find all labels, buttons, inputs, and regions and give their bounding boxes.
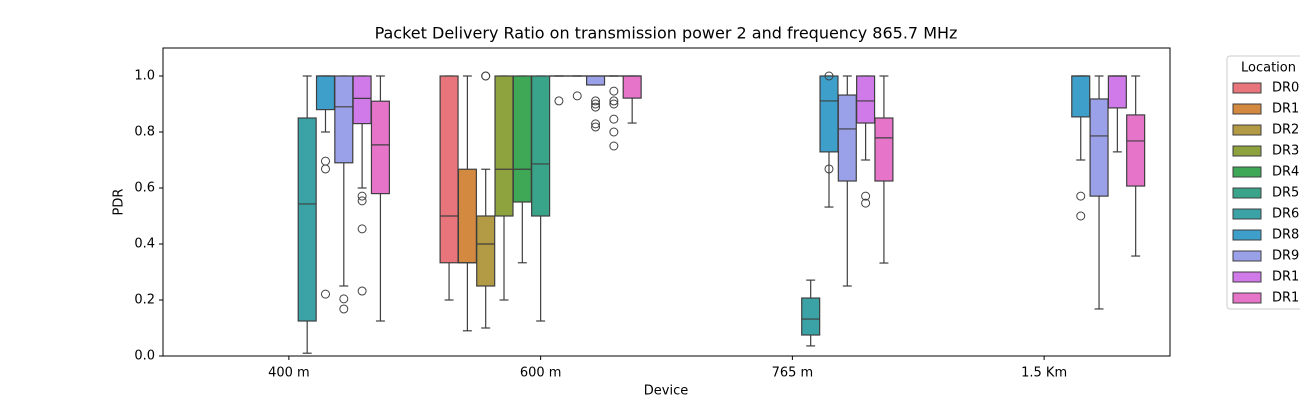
legend-swatch [1232,208,1262,220]
flier [357,191,367,201]
flier [357,224,367,234]
flier [591,119,601,129]
legend-swatch [1232,82,1262,94]
flier [591,99,601,109]
legend-label: DR1 [1272,270,1299,285]
flier [320,164,330,174]
flier [320,289,330,299]
legend-frame [1226,55,1300,310]
legend-swatch [1232,229,1262,241]
box [531,75,551,217]
y-tick-label: 0.2 [134,293,155,308]
box [801,297,821,336]
flier [591,102,601,112]
y-tick-label: 0.4 [134,237,155,252]
flier [861,191,871,201]
flier [481,71,491,81]
box [1107,75,1127,109]
legend-label: DR1 [1272,102,1299,117]
flier [339,304,349,314]
x-tick-label: 765 m [772,366,814,381]
box [819,75,839,153]
legend-title: Location [1241,61,1296,76]
flier [609,99,619,109]
x-tick-label: 400 m [268,366,310,381]
legend-swatch [1232,145,1262,157]
y-tick-label: 0.6 [134,181,155,196]
legend-label: DR0 [1272,81,1299,96]
box [494,75,514,217]
flier [339,294,349,304]
legend-swatch [1232,166,1262,178]
legend-swatch [1232,250,1262,262]
flier [320,156,330,166]
legend-label: DR2 [1272,123,1299,138]
flier [609,86,619,96]
box [512,75,532,203]
box [476,215,496,287]
y-tick-label: 1.0 [134,69,155,84]
y-tick-label: 0.8 [134,125,155,140]
flier [824,164,834,174]
box [1071,75,1091,118]
flier [609,141,619,151]
flier [609,96,619,106]
legend-swatch [1232,292,1262,304]
box [457,168,477,264]
flier [591,96,601,106]
x-axis-label: Device [644,384,688,399]
box [856,75,876,124]
box [585,75,606,86]
legend-label: DR1 [1272,291,1299,306]
flier [1076,211,1086,221]
box [334,75,354,164]
box [622,75,642,99]
flier [1076,191,1086,201]
flier [591,122,601,132]
flier [357,286,367,296]
box [874,117,894,182]
flier [609,127,619,137]
flier [609,114,619,124]
plot-area [162,47,1171,357]
y-tick-label: 0.0 [134,349,155,364]
box [370,100,390,195]
flier [554,96,564,106]
y-axis-label: PDR [112,189,127,216]
box [297,117,317,322]
legend-swatch [1232,124,1262,136]
x-tick-label: 1.5 Km [1021,366,1067,381]
box [837,94,857,182]
flier [357,196,367,206]
x-tick-label: 600 m [520,366,562,381]
legend-swatch [1232,271,1262,283]
legend-label: DR3 [1272,144,1299,159]
box [315,75,336,111]
chart-title: Packet Delivery Ratio on transmission po… [375,24,958,43]
flier [572,91,582,101]
box [352,75,372,125]
legend-label: DR6 [1272,207,1299,222]
flier [861,198,871,208]
box [1089,98,1109,197]
legend-label: DR8 [1272,228,1299,243]
legend-swatch [1232,187,1262,199]
legend-label: DR4 [1272,165,1299,180]
legend-swatch [1232,103,1262,115]
legend-label: DR9 [1272,249,1299,264]
legend-label: DR5 [1272,186,1299,201]
box [439,75,459,264]
box [1126,114,1146,187]
flier [824,71,834,81]
